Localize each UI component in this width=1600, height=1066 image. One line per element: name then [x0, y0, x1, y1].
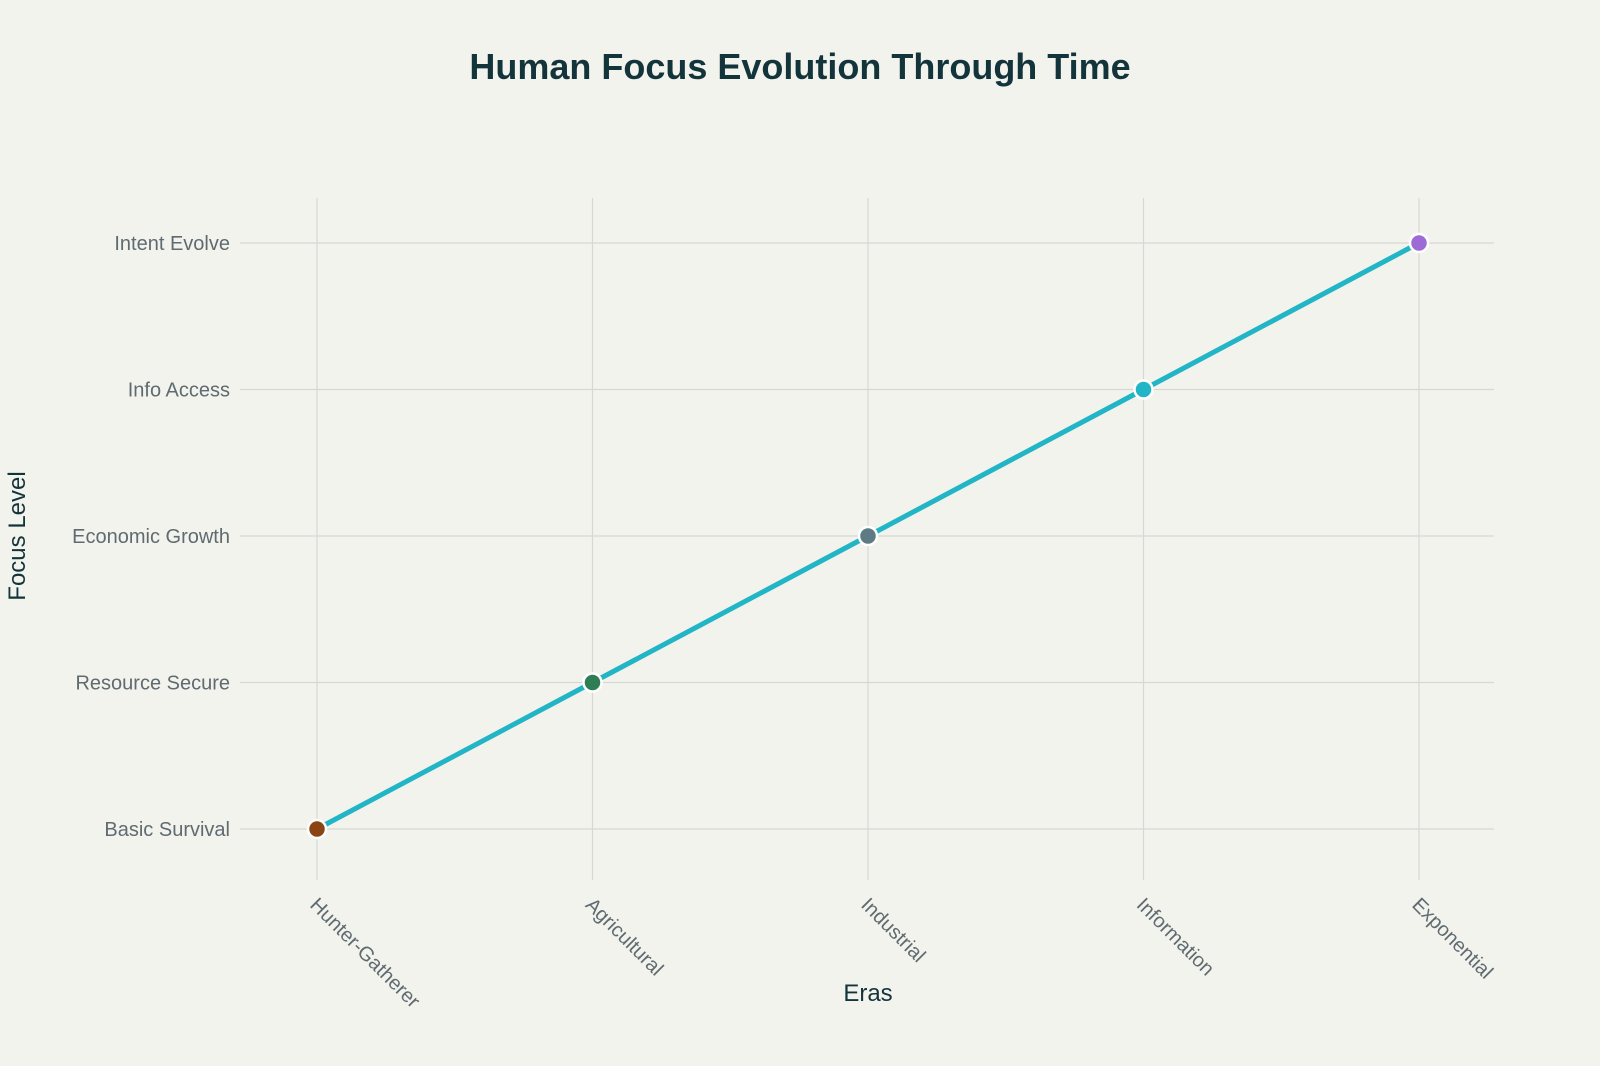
x-tick-label: Hunter-Gatherer	[305, 894, 424, 1013]
y-tick-label: Info Access	[128, 380, 230, 402]
data-point[interactable]	[1408, 232, 1430, 254]
y-axis-ticks: Basic Survival Resource Secure Economic Gr…	[72, 233, 230, 841]
y-tick-label: Intent Evolve	[114, 233, 230, 255]
data-point[interactable]	[1133, 379, 1154, 400]
y-tick-label: Economic Growth	[72, 526, 230, 548]
y-tick-label: Basic Survival	[104, 819, 230, 841]
chart-title: Human Focus Evolution Through Time	[469, 46, 1130, 87]
x-axis-title: Eras	[843, 980, 892, 1007]
x-tick-label: Industrial	[856, 894, 929, 967]
data-point[interactable]	[582, 672, 603, 693]
data-point[interactable]	[857, 525, 879, 547]
x-tick-label: Agricultural	[581, 894, 667, 980]
data-point[interactable]	[306, 818, 328, 840]
x-axis-ticks: Hunter-Gatherer Agricultural Industrial Inf…	[305, 894, 1496, 1013]
y-tick-label: Resource Secure	[75, 673, 230, 695]
y-axis-title: Focus Level	[4, 471, 31, 600]
x-tick-label: Information	[1132, 894, 1218, 980]
grid	[240, 198, 1494, 880]
series	[306, 232, 1430, 840]
x-tick-label: Exponential	[1407, 894, 1496, 983]
